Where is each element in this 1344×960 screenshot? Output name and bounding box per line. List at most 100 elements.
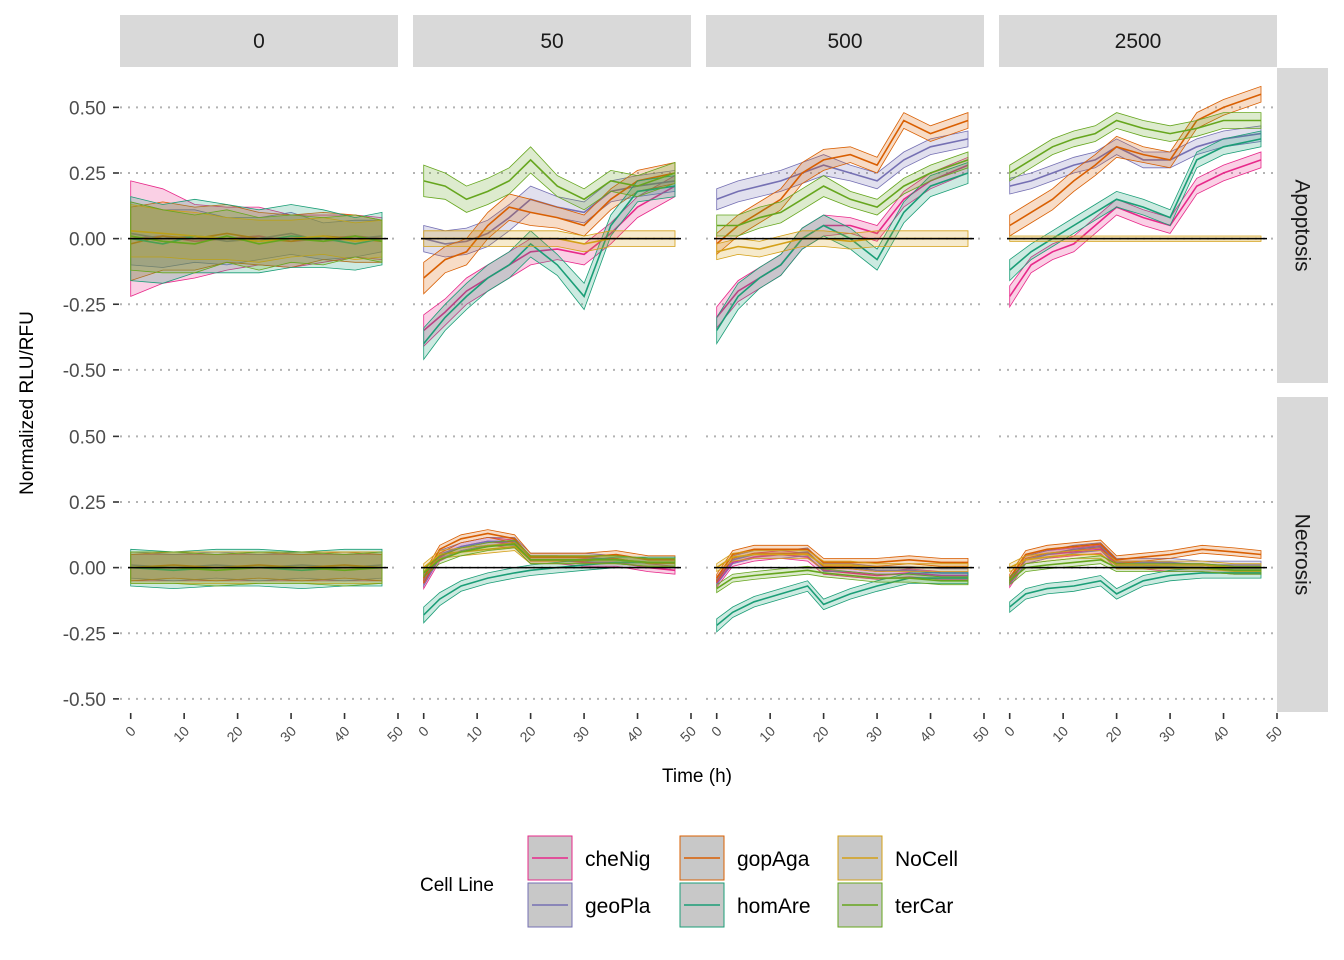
x-tick-label: 50 xyxy=(677,723,699,745)
row-strip-label: Apoptosis xyxy=(1291,179,1314,271)
x-tick-label: 30 xyxy=(863,723,885,745)
series-line-homAre xyxy=(716,172,969,331)
legend-item-homAre: homAre xyxy=(679,882,811,928)
legend-label: NoCell xyxy=(895,848,958,871)
row-strips: Apoptosis Necrosis xyxy=(1277,68,1328,712)
ribbon-homAre xyxy=(130,548,383,590)
ribbon-terCar xyxy=(1009,112,1262,182)
legend: Cell Line cheNig geoPla gopAga homAre NoCell… xyxy=(420,835,958,928)
gridlines xyxy=(120,106,1277,700)
x-tick-label: 20 xyxy=(223,723,245,745)
x-tick-label: 0 xyxy=(415,723,432,740)
x-tick-label: 40 xyxy=(1209,723,1231,745)
ribbon-NoCell xyxy=(716,230,969,261)
ribbon-homAre xyxy=(423,175,676,361)
series-line-homAre xyxy=(1009,572,1261,608)
ribbon-NoCell xyxy=(423,230,676,253)
x-tick-label: 50 xyxy=(1263,723,1285,745)
y-tick-label: 0.50 xyxy=(69,98,106,119)
x-tick-label: 50 xyxy=(970,723,992,745)
x-tick-label: 30 xyxy=(1156,723,1178,745)
y-tick-label: 0.25 xyxy=(69,164,106,185)
data-layer xyxy=(130,85,1262,633)
column-strips: 0 50 500 2500 xyxy=(120,15,1277,67)
x-tick-label: 30 xyxy=(277,723,299,745)
x-tick-label: 10 xyxy=(170,723,192,745)
legend-label: cheNig xyxy=(585,848,650,871)
series-line-terCar xyxy=(716,159,969,227)
series-line-gopAga xyxy=(716,119,969,245)
x-tick-label: 40 xyxy=(330,723,352,745)
column-strip-label: 500 xyxy=(827,30,862,53)
x-axis-title: Time (h) xyxy=(662,766,732,787)
ribbon-cheNig xyxy=(1009,151,1262,309)
ribbon-gopAga xyxy=(1009,85,1262,237)
column-strip-50 xyxy=(413,15,691,67)
ribbon-homAre xyxy=(1009,567,1262,614)
row-strip-apoptosis xyxy=(1277,68,1328,383)
column-strip-2500 xyxy=(999,15,1277,67)
series-line-terCar xyxy=(1009,119,1261,174)
ribbon-homAre xyxy=(1009,130,1262,282)
x-tick-label: 30 xyxy=(570,723,592,745)
x-tick-label: 50 xyxy=(384,723,406,745)
series-line-terCar xyxy=(423,158,676,201)
legend-item-geoPla: geoPla xyxy=(527,882,651,928)
y-tick-label: 0.50 xyxy=(69,427,106,448)
x-tick-label: 40 xyxy=(623,723,645,745)
ribbon-terCar xyxy=(716,151,969,237)
x-tick-label: 0 xyxy=(1001,723,1018,740)
series-line-homAre xyxy=(423,561,675,616)
y-axis-title: Normalized RLU/RFU xyxy=(17,311,38,495)
ribbon-terCar xyxy=(423,539,676,578)
row-strip-label: Necrosis xyxy=(1291,514,1314,596)
series-line-geoPla xyxy=(1009,545,1261,582)
legend-label: gopAga xyxy=(737,848,810,871)
y-tick-label: -0.50 xyxy=(63,361,106,382)
series-line-NoCell xyxy=(1009,553,1261,569)
legend-label: terCar xyxy=(895,895,953,918)
ribbon-NoCell xyxy=(716,550,969,573)
ribbon-terCar xyxy=(130,201,383,274)
series-line-gopAga xyxy=(130,564,383,569)
y-tick-label: -0.25 xyxy=(63,624,106,645)
series-line-geoPla xyxy=(716,138,969,201)
zero-lines xyxy=(128,237,1267,569)
series-line-NoCell xyxy=(130,230,383,243)
x-tick-label: 10 xyxy=(463,723,485,745)
row-strip-necrosis xyxy=(1277,397,1328,712)
legend-label: geoPla xyxy=(585,895,651,918)
series-line-terCar xyxy=(130,235,383,245)
x-tick-label: 0 xyxy=(708,723,725,740)
legend-item-terCar: terCar xyxy=(837,882,953,928)
legend-item-gopAga: gopAga xyxy=(679,835,810,881)
x-tick-label: 0 xyxy=(122,723,139,740)
ribbon-terCar xyxy=(130,551,383,587)
y-tick-label: -0.50 xyxy=(63,690,106,711)
y-tick-label: 0.00 xyxy=(69,230,106,251)
y-tick-label: -0.25 xyxy=(63,295,106,316)
ribbon-terCar xyxy=(423,146,676,213)
legend-item-NoCell: NoCell xyxy=(837,835,958,881)
x-tick-label: 40 xyxy=(916,723,938,745)
y-tick-label: 0.00 xyxy=(69,559,106,580)
series-line-terCar xyxy=(716,569,968,590)
series-line-gopAga xyxy=(716,548,968,579)
legend-label: homAre xyxy=(737,895,811,918)
x-tick-label: 10 xyxy=(1049,723,1071,745)
column-strip-500 xyxy=(706,15,984,67)
series-line-cheNig xyxy=(716,553,968,584)
column-strip-0 xyxy=(120,15,398,67)
x-tick-label: 10 xyxy=(756,723,778,745)
series-line-gopAga xyxy=(1009,543,1262,579)
y-tick-label: 0.25 xyxy=(69,493,106,514)
legend-title: Cell Line xyxy=(420,875,494,896)
legend-item-cheNig: cheNig xyxy=(527,835,650,881)
series-line-homAre xyxy=(423,185,676,345)
x-tick-label: 20 xyxy=(516,723,538,745)
column-strip-label: 0 xyxy=(253,30,265,53)
column-strip-label: 2500 xyxy=(1115,30,1162,53)
x-tick-label: 20 xyxy=(809,723,831,745)
ribbon-homAre xyxy=(716,161,969,345)
